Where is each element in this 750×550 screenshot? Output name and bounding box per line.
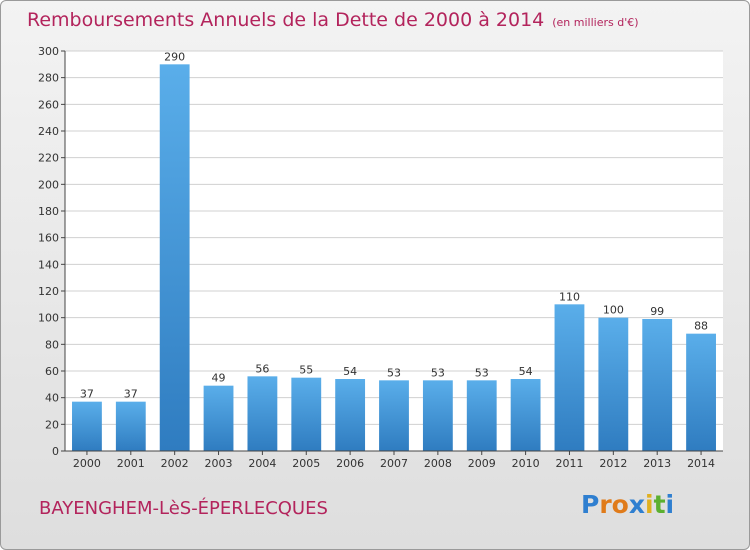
bar [598, 317, 629, 451]
bar-value-label: 290 [164, 50, 185, 63]
logo-letter: i [645, 490, 654, 519]
y-tick-label: 300 [38, 45, 59, 58]
y-tick-label: 220 [38, 152, 59, 165]
y-tick-label: 0 [52, 445, 59, 458]
x-tick-label: 2004 [248, 457, 276, 470]
y-tick-label: 240 [38, 125, 59, 138]
bar [422, 380, 453, 451]
chart-title-text: Remboursements Annuels de la Dette de 20… [27, 9, 545, 31]
y-tick-label: 160 [38, 232, 59, 245]
logo-letter: t [653, 490, 666, 519]
commune-name: BAYENGHEM-LèS-ÉPERLECQUES [39, 498, 328, 519]
x-tick-label: 2009 [468, 457, 496, 470]
y-tick-label: 200 [38, 178, 59, 191]
bar [203, 385, 234, 451]
x-tick-label: 2010 [512, 457, 540, 470]
y-tick-label: 260 [38, 98, 59, 111]
logo-letter: x [628, 490, 645, 519]
bar-value-label: 37 [124, 388, 138, 401]
bar [291, 377, 322, 451]
x-tick-label: 2007 [380, 457, 408, 470]
bar [642, 319, 673, 451]
logo-letter: P [581, 490, 600, 519]
bar-value-label: 54 [519, 365, 533, 378]
bar [159, 64, 190, 452]
bar [686, 333, 716, 451]
y-tick-label: 280 [38, 72, 59, 85]
x-tick-label: 2012 [599, 457, 627, 470]
bar-value-label: 110 [559, 290, 580, 303]
chart-title: Remboursements Annuels de la Dette de 20… [27, 9, 639, 31]
bar-value-label: 53 [387, 366, 401, 379]
bar-value-label: 56 [255, 362, 269, 375]
logo-letter: i [665, 490, 675, 519]
bar [72, 401, 102, 451]
bar-value-label: 99 [650, 305, 664, 318]
logo-letter: r [599, 490, 612, 519]
bar-value-label: 37 [80, 388, 94, 401]
bar-value-label: 100 [603, 304, 624, 317]
bar [466, 380, 497, 451]
y-tick-label: 60 [45, 365, 59, 378]
x-tick-label: 2005 [292, 457, 320, 470]
bar-value-label: 53 [475, 366, 489, 379]
bar-value-label: 54 [343, 365, 357, 378]
y-tick-label: 180 [38, 205, 59, 218]
x-tick-label: 2000 [73, 457, 101, 470]
bar [335, 379, 366, 451]
bar-value-label: 55 [299, 364, 313, 377]
x-tick-label: 2014 [687, 457, 715, 470]
bar-value-label: 49 [212, 372, 226, 385]
y-tick-label: 120 [38, 285, 59, 298]
proxiti-logo: Proxiti [581, 490, 674, 519]
logo-letter: o [611, 490, 629, 519]
x-tick-label: 2001 [117, 457, 145, 470]
x-tick-label: 2008 [424, 457, 452, 470]
y-tick-label: 20 [45, 418, 59, 431]
bar-value-label: 53 [431, 366, 445, 379]
bar [510, 379, 541, 451]
y-tick-label: 80 [45, 338, 59, 351]
bar [554, 304, 585, 451]
y-tick-label: 40 [45, 392, 59, 405]
x-tick-label: 2002 [161, 457, 189, 470]
bar [247, 376, 278, 451]
bar-value-label: 88 [694, 320, 708, 333]
y-tick-label: 140 [38, 258, 59, 271]
x-tick-label: 2006 [336, 457, 364, 470]
bar [115, 401, 146, 451]
x-tick-label: 2013 [643, 457, 671, 470]
x-tick-label: 2011 [555, 457, 583, 470]
bar [379, 380, 409, 451]
chart-unit-text: (en milliers d'€) [552, 16, 639, 29]
y-tick-label: 100 [38, 312, 59, 325]
x-tick-label: 2003 [205, 457, 233, 470]
